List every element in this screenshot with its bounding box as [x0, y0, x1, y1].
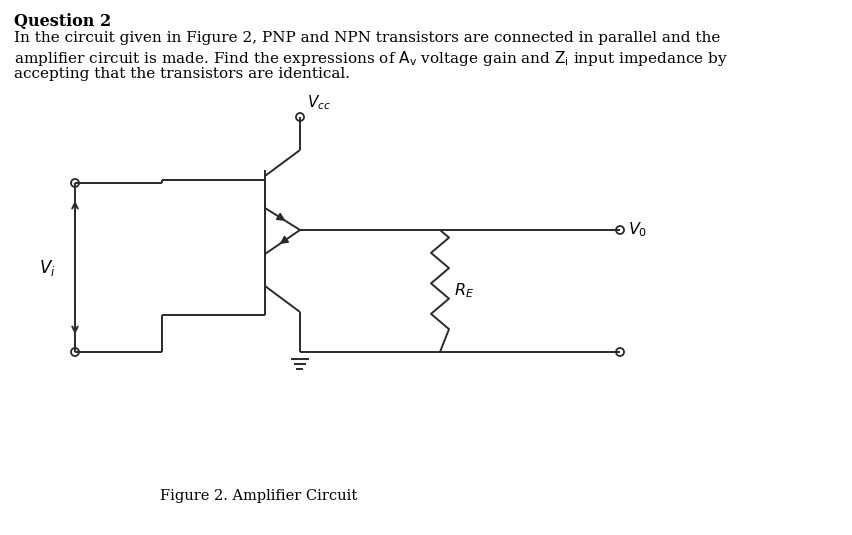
Polygon shape	[280, 236, 288, 243]
Text: $R_E$: $R_E$	[453, 281, 474, 300]
Text: Question 2: Question 2	[14, 13, 111, 30]
Text: $V_0$: $V_0$	[627, 220, 647, 239]
Text: Figure 2. Amplifier Circuit: Figure 2. Amplifier Circuit	[160, 489, 357, 503]
Polygon shape	[276, 213, 284, 220]
Text: accepting that the transistors are identical.: accepting that the transistors are ident…	[14, 67, 349, 81]
Text: $\mathit{V_i}$: $\mathit{V_i}$	[38, 257, 55, 278]
Text: In the circuit given in Figure 2, PNP and NPN transistors are connected in paral: In the circuit given in Figure 2, PNP an…	[14, 31, 720, 45]
Text: amplifier circuit is made. Find the expressions of $\mathrm{A_v}$ voltage gain a: amplifier circuit is made. Find the expr…	[14, 49, 727, 68]
Text: $V_{cc}$: $V_{cc}$	[307, 93, 331, 112]
